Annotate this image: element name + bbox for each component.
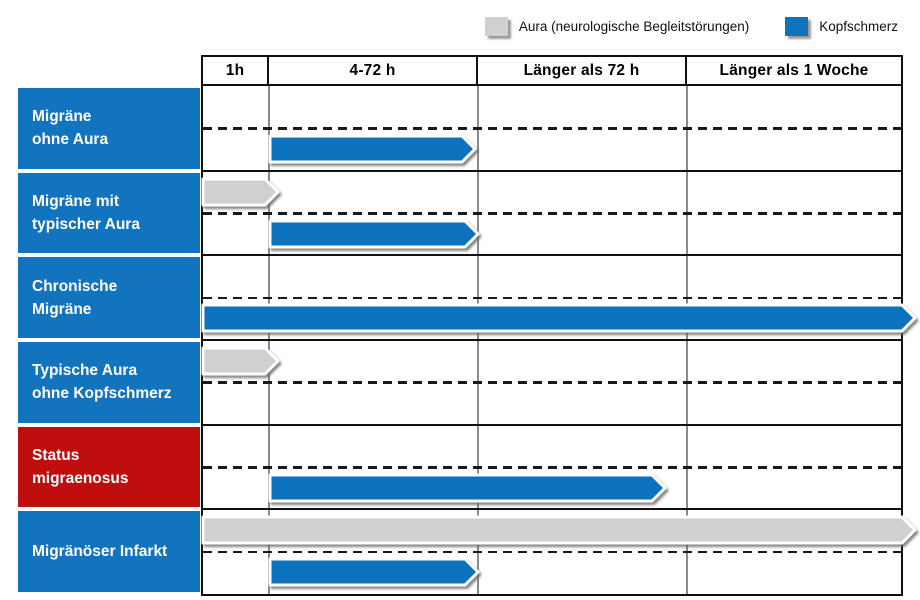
header-cell: Länger als 72 h [478, 57, 687, 84]
dashed-midline [203, 466, 901, 469]
header-cell: 4-72 h [269, 57, 478, 84]
kopfschmerz-bar [268, 219, 480, 249]
aura-color-swatch [484, 17, 508, 36]
kopfschmerz-bar [268, 473, 667, 503]
row-label: Migräne ohne Aura [18, 88, 200, 169]
row-label-line: Migräne mit [32, 192, 119, 210]
row-label: Typische Aura ohne Kopfschmerz [18, 342, 200, 423]
row-label: Migränöser Infarkt [18, 511, 200, 592]
row-separator [203, 254, 901, 257]
kopfschmerz-bar [201, 303, 917, 333]
row-separator [203, 339, 901, 341]
aura-bar [201, 177, 280, 207]
aura-legend-label: Aura (neurologische Begleitstörungen) [518, 19, 750, 34]
row-label: Chronische Migräne [18, 257, 200, 338]
kopfschmerz-color-swatch [785, 17, 809, 36]
kopfschmerz-bar [268, 557, 480, 587]
header-cell: 1h [203, 57, 269, 84]
dashed-midline [203, 550, 901, 554]
row-label-line: ohne Kopfschmerz [32, 385, 172, 403]
row-label-line: Migräne [32, 300, 92, 318]
row-label-line: ohne Aura [32, 131, 109, 149]
row-label-line: Status [32, 446, 80, 464]
aura-bar [201, 346, 280, 376]
grid-body [201, 86, 917, 594]
dashed-midline [203, 127, 901, 130]
row-separator [203, 508, 901, 511]
row-label-line: Typische Aura [32, 362, 138, 380]
header-cell: Länger als 1 Woche [719, 61, 869, 79]
kopfschmerz-legend-label: Kopfschmerz [819, 19, 898, 34]
row-separator [203, 169, 901, 172]
row-label: Migräne mit typischer Aura [18, 172, 200, 254]
dashed-midline [203, 296, 901, 300]
grid-header: 1h 4-72 h Länger als 72 h Länger als 1 Woch… [203, 57, 901, 86]
legend-item-aura: Aura (neurologische Begleitstörungen) [484, 17, 750, 36]
legend: Aura (neurologische Begleitstörungen) Ko… [484, 17, 898, 36]
row-label-line: migraenosus [32, 469, 129, 487]
legend-item-kopfschmerz: Kopfschmerz [785, 17, 898, 36]
row-label-line: Chronische [32, 277, 118, 295]
dashed-midline [203, 212, 901, 215]
kopfschmerz-bar [268, 134, 477, 164]
row-label-line: Migräne [32, 108, 92, 126]
row-label-line: Migränöser Infarkt [32, 543, 168, 561]
chart-grid: 1h 4-72 h Länger als 72 h Länger als 1 Woch… [201, 55, 917, 596]
row-separator [203, 423, 901, 426]
aura-bar [201, 515, 917, 545]
row-label-line: typischer Aura [32, 215, 140, 233]
row-label: Status migraenosus [18, 426, 200, 508]
dashed-midline [203, 381, 901, 384]
